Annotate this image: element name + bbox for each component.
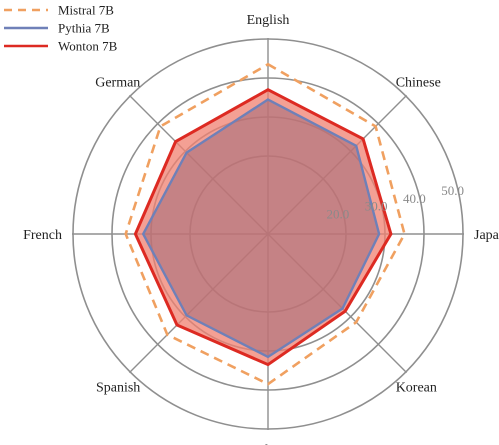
radial-tick-label-30: 30.0 xyxy=(365,199,388,214)
series-pythia-7b xyxy=(141,98,381,359)
legend-label-mistral-7b: Mistral 7B xyxy=(58,3,114,18)
radial-tick-label-50: 50.0 xyxy=(441,183,464,198)
axis-label-french: French xyxy=(23,228,62,243)
axis-label-german: German xyxy=(95,75,140,90)
axis-label-chinese: Chinese xyxy=(396,75,441,90)
legend: Mistral 7B Pythia 7B Wonton 7B xyxy=(4,3,118,54)
legend-label-pythia-7b: Pythia 7B xyxy=(58,21,110,36)
radial-tick-label-40: 40.0 xyxy=(403,191,426,206)
legend-label-wonton-7b: Wonton 7B xyxy=(58,39,118,54)
axis-label-japanese: Japanese xyxy=(474,228,499,243)
axis-label-english: English xyxy=(247,13,290,28)
axis-label-spanish: Spanish xyxy=(96,381,140,396)
label-layer: 20.0 30.0 40.0 50.0 English Chinese Japanese Ko… xyxy=(23,13,499,445)
series-layer xyxy=(124,62,406,386)
axis-label-italian: Italian xyxy=(250,443,286,445)
axis-label-korean: Korean xyxy=(396,381,437,396)
radial-tick-label-20: 20.0 xyxy=(327,206,350,221)
series-mistral-7b xyxy=(124,62,406,386)
